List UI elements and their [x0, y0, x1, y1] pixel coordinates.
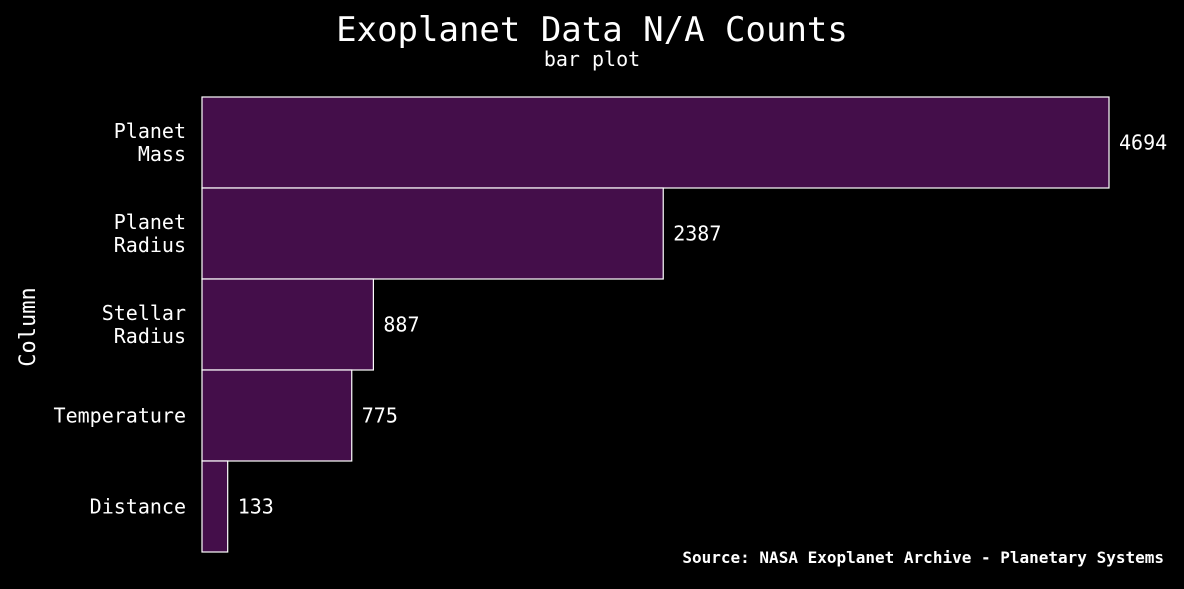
y-tick-label-3: Temperature: [54, 404, 186, 428]
y-tick-label-0: Planet Mass: [114, 119, 186, 166]
bar-1: [201, 187, 664, 280]
y-tick-label-line: Stellar: [102, 301, 186, 325]
y-tick-label-line: Distance: [90, 495, 186, 519]
y-tick-label-line: Temperature: [54, 404, 186, 428]
y-tick-label-line: Mass: [138, 142, 186, 166]
y-tick-label-1: Planet Radius: [114, 210, 186, 257]
chart-subtitle: bar plot: [544, 47, 640, 71]
y-axis-label: Column: [16, 287, 41, 366]
y-tick-label-line: Planet: [114, 119, 186, 143]
bar-2: [201, 278, 374, 371]
y-tick-label-line: Planet: [114, 210, 186, 234]
bar-4: [201, 460, 229, 553]
y-tick-label-2: Stellar Radius: [102, 301, 186, 348]
value-labels: 4694 2387 887 775 133: [238, 131, 1167, 519]
value-label-4: 133: [238, 495, 274, 519]
value-label-3: 775: [362, 404, 398, 428]
value-label-1: 2387: [673, 222, 721, 246]
bars-group: [201, 96, 1110, 553]
bar-3: [201, 369, 353, 462]
value-label-0: 4694: [1119, 131, 1167, 155]
y-tick-label-line: Radius: [114, 324, 186, 348]
value-label-2: 887: [383, 313, 419, 337]
y-tick-label-4: Distance: [90, 495, 186, 519]
source-note: Source: NASA Exoplanet Archive - Planeta…: [682, 548, 1164, 567]
bar-0: [201, 96, 1110, 189]
chart-title: Exoplanet Data N/A Counts: [336, 10, 848, 50]
y-tick-label-line: Radius: [114, 233, 186, 257]
